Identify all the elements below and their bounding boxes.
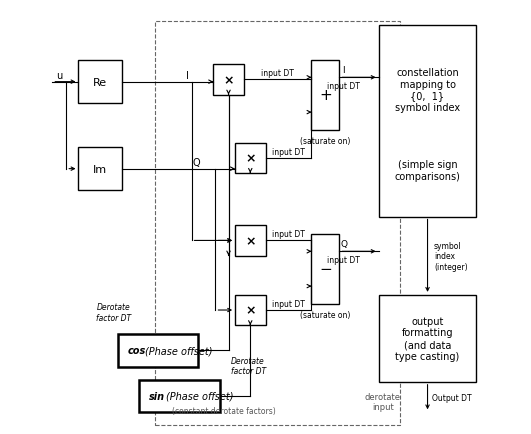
Text: input DT: input DT: [272, 299, 305, 308]
Text: Derotate
factor DT: Derotate factor DT: [230, 356, 266, 375]
Text: +: +: [319, 88, 332, 103]
Text: (Phase offset): (Phase offset): [166, 391, 234, 401]
Text: input DT: input DT: [272, 230, 305, 239]
Bar: [79, 148, 122, 191]
Text: Q: Q: [192, 158, 200, 168]
Text: Q: Q: [340, 240, 347, 248]
Text: derotate
input: derotate input: [365, 392, 401, 411]
Text: −: −: [319, 262, 332, 276]
Text: Re: Re: [93, 78, 107, 87]
Text: symbol
index
(integer): symbol index (integer): [434, 241, 468, 271]
Text: Im: Im: [93, 164, 107, 174]
Bar: [117, 334, 198, 367]
Text: ×: ×: [245, 304, 255, 317]
Bar: [235, 226, 266, 256]
Bar: [213, 65, 244, 95]
Text: input DT: input DT: [272, 148, 305, 156]
Text: (saturate on): (saturate on): [300, 310, 350, 319]
Bar: [311, 234, 339, 304]
Bar: [79, 61, 122, 104]
Text: constellation
mapping to
{0,  1}
symbol index: constellation mapping to {0, 1} symbol i…: [395, 68, 460, 113]
Text: I: I: [186, 71, 189, 81]
Text: Output DT: Output DT: [432, 393, 472, 401]
Text: Derotate
factor DT: Derotate factor DT: [96, 303, 131, 322]
Bar: [235, 143, 266, 174]
Text: input DT: input DT: [261, 69, 294, 78]
Text: I: I: [342, 66, 345, 75]
Bar: [379, 295, 476, 382]
Text: (Phase offset): (Phase offset): [145, 345, 213, 355]
Text: (simple sign
comparisons): (simple sign comparisons): [395, 160, 460, 181]
Bar: [139, 380, 220, 412]
Bar: [311, 61, 339, 130]
Bar: [379, 26, 476, 217]
Text: sin: sin: [149, 391, 165, 401]
Text: output
formatting
(and data
type casting): output formatting (and data type casting…: [396, 316, 460, 361]
Text: input DT: input DT: [328, 255, 360, 264]
Text: input DT: input DT: [328, 82, 360, 90]
Text: ×: ×: [245, 234, 255, 247]
Text: (saturate on): (saturate on): [300, 137, 350, 145]
Text: ×: ×: [223, 74, 234, 87]
Text: (constant derotate factors): (constant derotate factors): [172, 406, 276, 414]
Text: u: u: [56, 71, 62, 81]
Text: cos: cos: [127, 345, 145, 355]
Bar: [155, 22, 400, 425]
Bar: [235, 295, 266, 326]
Text: ×: ×: [245, 152, 255, 165]
